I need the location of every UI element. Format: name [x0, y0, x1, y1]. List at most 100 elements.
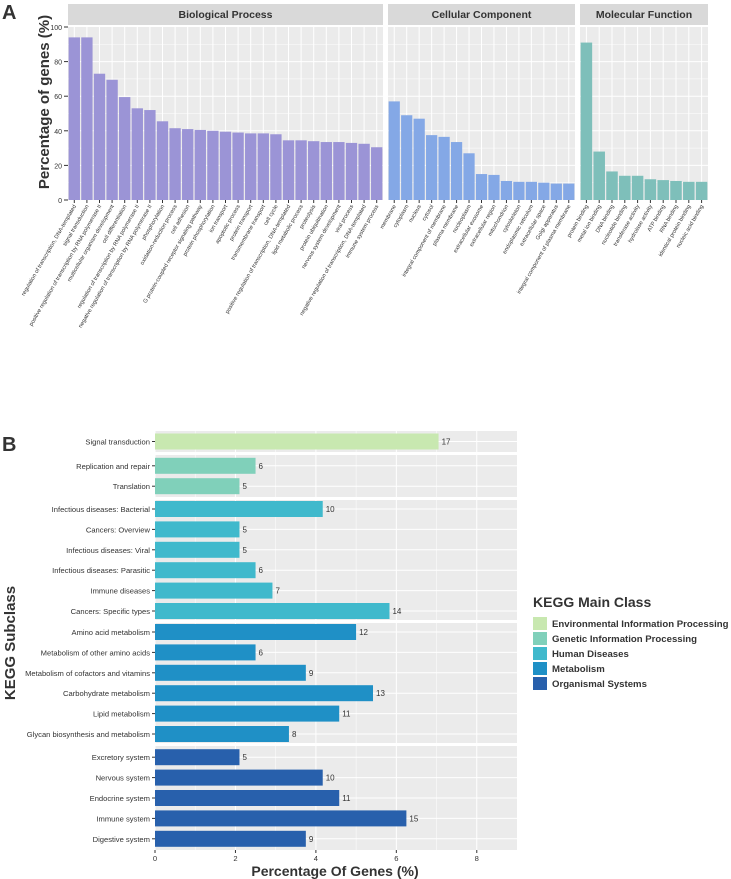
- y-tick-label: 20: [54, 163, 62, 170]
- y-tick-label: Infectious diseases: Parasitic: [52, 566, 150, 575]
- legend-swatch: [533, 662, 547, 675]
- bar: [155, 830, 306, 847]
- bar: [525, 181, 537, 200]
- y-tick-label: 60: [54, 94, 62, 101]
- facet-strip: [388, 4, 575, 25]
- legend-entry: Organismal Systems: [552, 679, 647, 690]
- y-tick-label: Replication and repair: [76, 462, 150, 471]
- x-tick-label: 6: [394, 854, 398, 863]
- data-label: 11: [342, 794, 351, 803]
- bar: [155, 582, 273, 599]
- y-tick-label: Amino acid metabolism: [72, 628, 151, 637]
- data-label: 8: [292, 730, 297, 739]
- bar: [155, 501, 323, 517]
- legend-swatch: [533, 617, 547, 630]
- bar: [463, 153, 475, 200]
- bar: [155, 644, 256, 661]
- bar: [631, 175, 644, 200]
- bar: [155, 624, 357, 640]
- legend: KEGG Main Class Environmental Informatio…: [533, 594, 729, 690]
- bar: [155, 726, 289, 742]
- bar: [345, 142, 358, 200]
- x-tick-label: regulation of transcription, DNA-templat…: [21, 204, 78, 297]
- legend-entry: Metabolism: [552, 664, 605, 675]
- bar: [155, 685, 374, 702]
- bar: [81, 37, 93, 200]
- x-tick-label: nucleus: [408, 204, 423, 224]
- bar: [169, 128, 181, 200]
- facet-title: Biological Process: [179, 9, 273, 21]
- bar: [207, 130, 219, 200]
- legend-swatch: [533, 677, 547, 690]
- bar: [371, 147, 383, 200]
- data-label: 14: [392, 607, 401, 616]
- bar: [538, 182, 550, 200]
- panel-b-y-axis-title: KEGG Subclass: [2, 586, 19, 700]
- y-tick-label: Infectious diseases: Bacterial: [52, 505, 151, 514]
- bar: [119, 97, 131, 200]
- data-label: 11: [342, 710, 351, 719]
- y-tick-label: 40: [54, 129, 62, 136]
- data-label: 13: [376, 689, 385, 698]
- y-tick-label: Infectious diseases: Viral: [66, 546, 150, 555]
- panel-b-label: B: [2, 434, 16, 456]
- bar: [683, 181, 695, 200]
- y-tick-label: Lipid metabolism: [93, 710, 150, 719]
- y-tick-label: Digestive system: [93, 835, 150, 844]
- y-tick-label: Translation: [113, 482, 150, 491]
- bar: [550, 183, 562, 200]
- bar: [156, 121, 169, 200]
- y-tick-label: Carbohydrate metabolism: [63, 689, 150, 698]
- bar: [93, 73, 106, 200]
- data-label: 6: [259, 462, 264, 471]
- bar: [513, 181, 525, 200]
- bar: [488, 174, 500, 200]
- bar: [232, 132, 244, 200]
- legend-swatch: [533, 647, 547, 660]
- bar: [155, 790, 340, 806]
- y-tick-label: Cancers: Specific types: [71, 607, 151, 616]
- x-tick-label: 8: [475, 854, 479, 863]
- bar: [475, 174, 488, 200]
- bar: [438, 136, 450, 200]
- y-tick-label: Glycan biosynthesis and metabolism: [27, 730, 150, 739]
- bar: [320, 142, 332, 200]
- legend-entry: Human Diseases: [552, 649, 629, 660]
- bar: [500, 180, 513, 200]
- bar: [606, 171, 618, 200]
- bar: [426, 135, 438, 200]
- data-label: 5: [242, 525, 247, 534]
- bar: [563, 183, 575, 200]
- legend-swatch: [533, 632, 547, 645]
- bar: [155, 603, 390, 619]
- bar: [155, 457, 256, 474]
- data-label: 17: [442, 438, 451, 447]
- bar: [644, 179, 657, 200]
- bar: [155, 749, 240, 766]
- bar: [106, 79, 118, 200]
- bar: [308, 141, 320, 200]
- data-label: 15: [409, 814, 418, 823]
- bar: [413, 118, 425, 200]
- data-label: 10: [326, 774, 335, 783]
- group-panel-background: [155, 623, 517, 743]
- bar: [670, 180, 682, 200]
- y-tick-label: Signal transduction: [85, 438, 150, 447]
- bar: [155, 664, 306, 681]
- data-label: 9: [309, 835, 314, 844]
- data-label: 6: [259, 566, 264, 575]
- bar: [358, 143, 370, 200]
- bar: [155, 433, 439, 450]
- y-tick-label: Immune system: [96, 814, 150, 823]
- panel-a-label: A: [2, 2, 16, 24]
- bar: [295, 140, 307, 200]
- bar: [155, 769, 323, 786]
- bar: [155, 810, 407, 827]
- bar: [245, 133, 257, 200]
- bar: [695, 181, 708, 200]
- bar: [182, 129, 194, 200]
- bar: [144, 110, 156, 200]
- bar: [270, 134, 282, 200]
- facet-title: Cellular Component: [432, 9, 532, 21]
- data-label: 12: [359, 628, 368, 637]
